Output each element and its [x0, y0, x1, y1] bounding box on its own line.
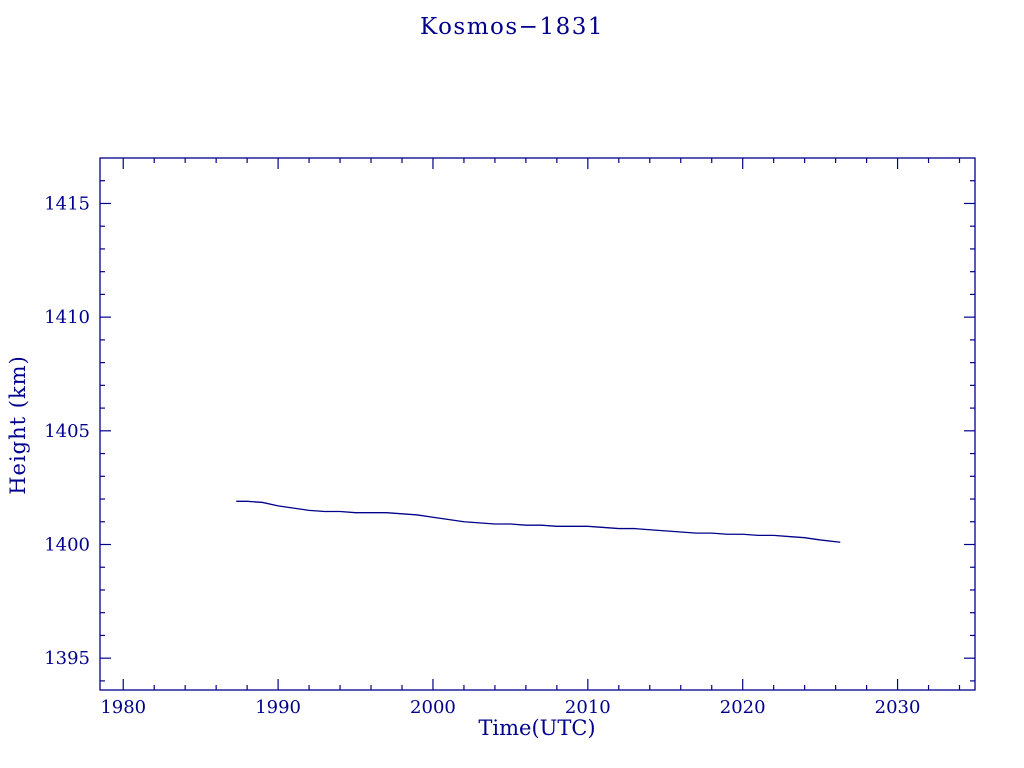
y-tick-label: 1410	[44, 307, 90, 328]
x-tick-label: 1990	[255, 697, 301, 718]
y-tick-label: 1400	[44, 534, 90, 555]
x-tick-label: 2020	[720, 697, 766, 718]
x-tick-label: 2000	[410, 697, 456, 718]
y-tick-label: 1415	[44, 193, 90, 214]
x-tick-label: 2030	[875, 697, 921, 718]
chart-title: Kosmos−1831	[420, 14, 604, 40]
x-axis-label: Time(UTC)	[478, 716, 596, 740]
y-tick-label: 1395	[44, 648, 90, 669]
plot-frame	[99, 157, 976, 691]
data-line-height	[236, 500, 841, 543]
x-tick-label: 2010	[565, 697, 611, 718]
x-tick-label: 1980	[100, 697, 146, 718]
y-tick-label: 1405	[44, 421, 90, 442]
